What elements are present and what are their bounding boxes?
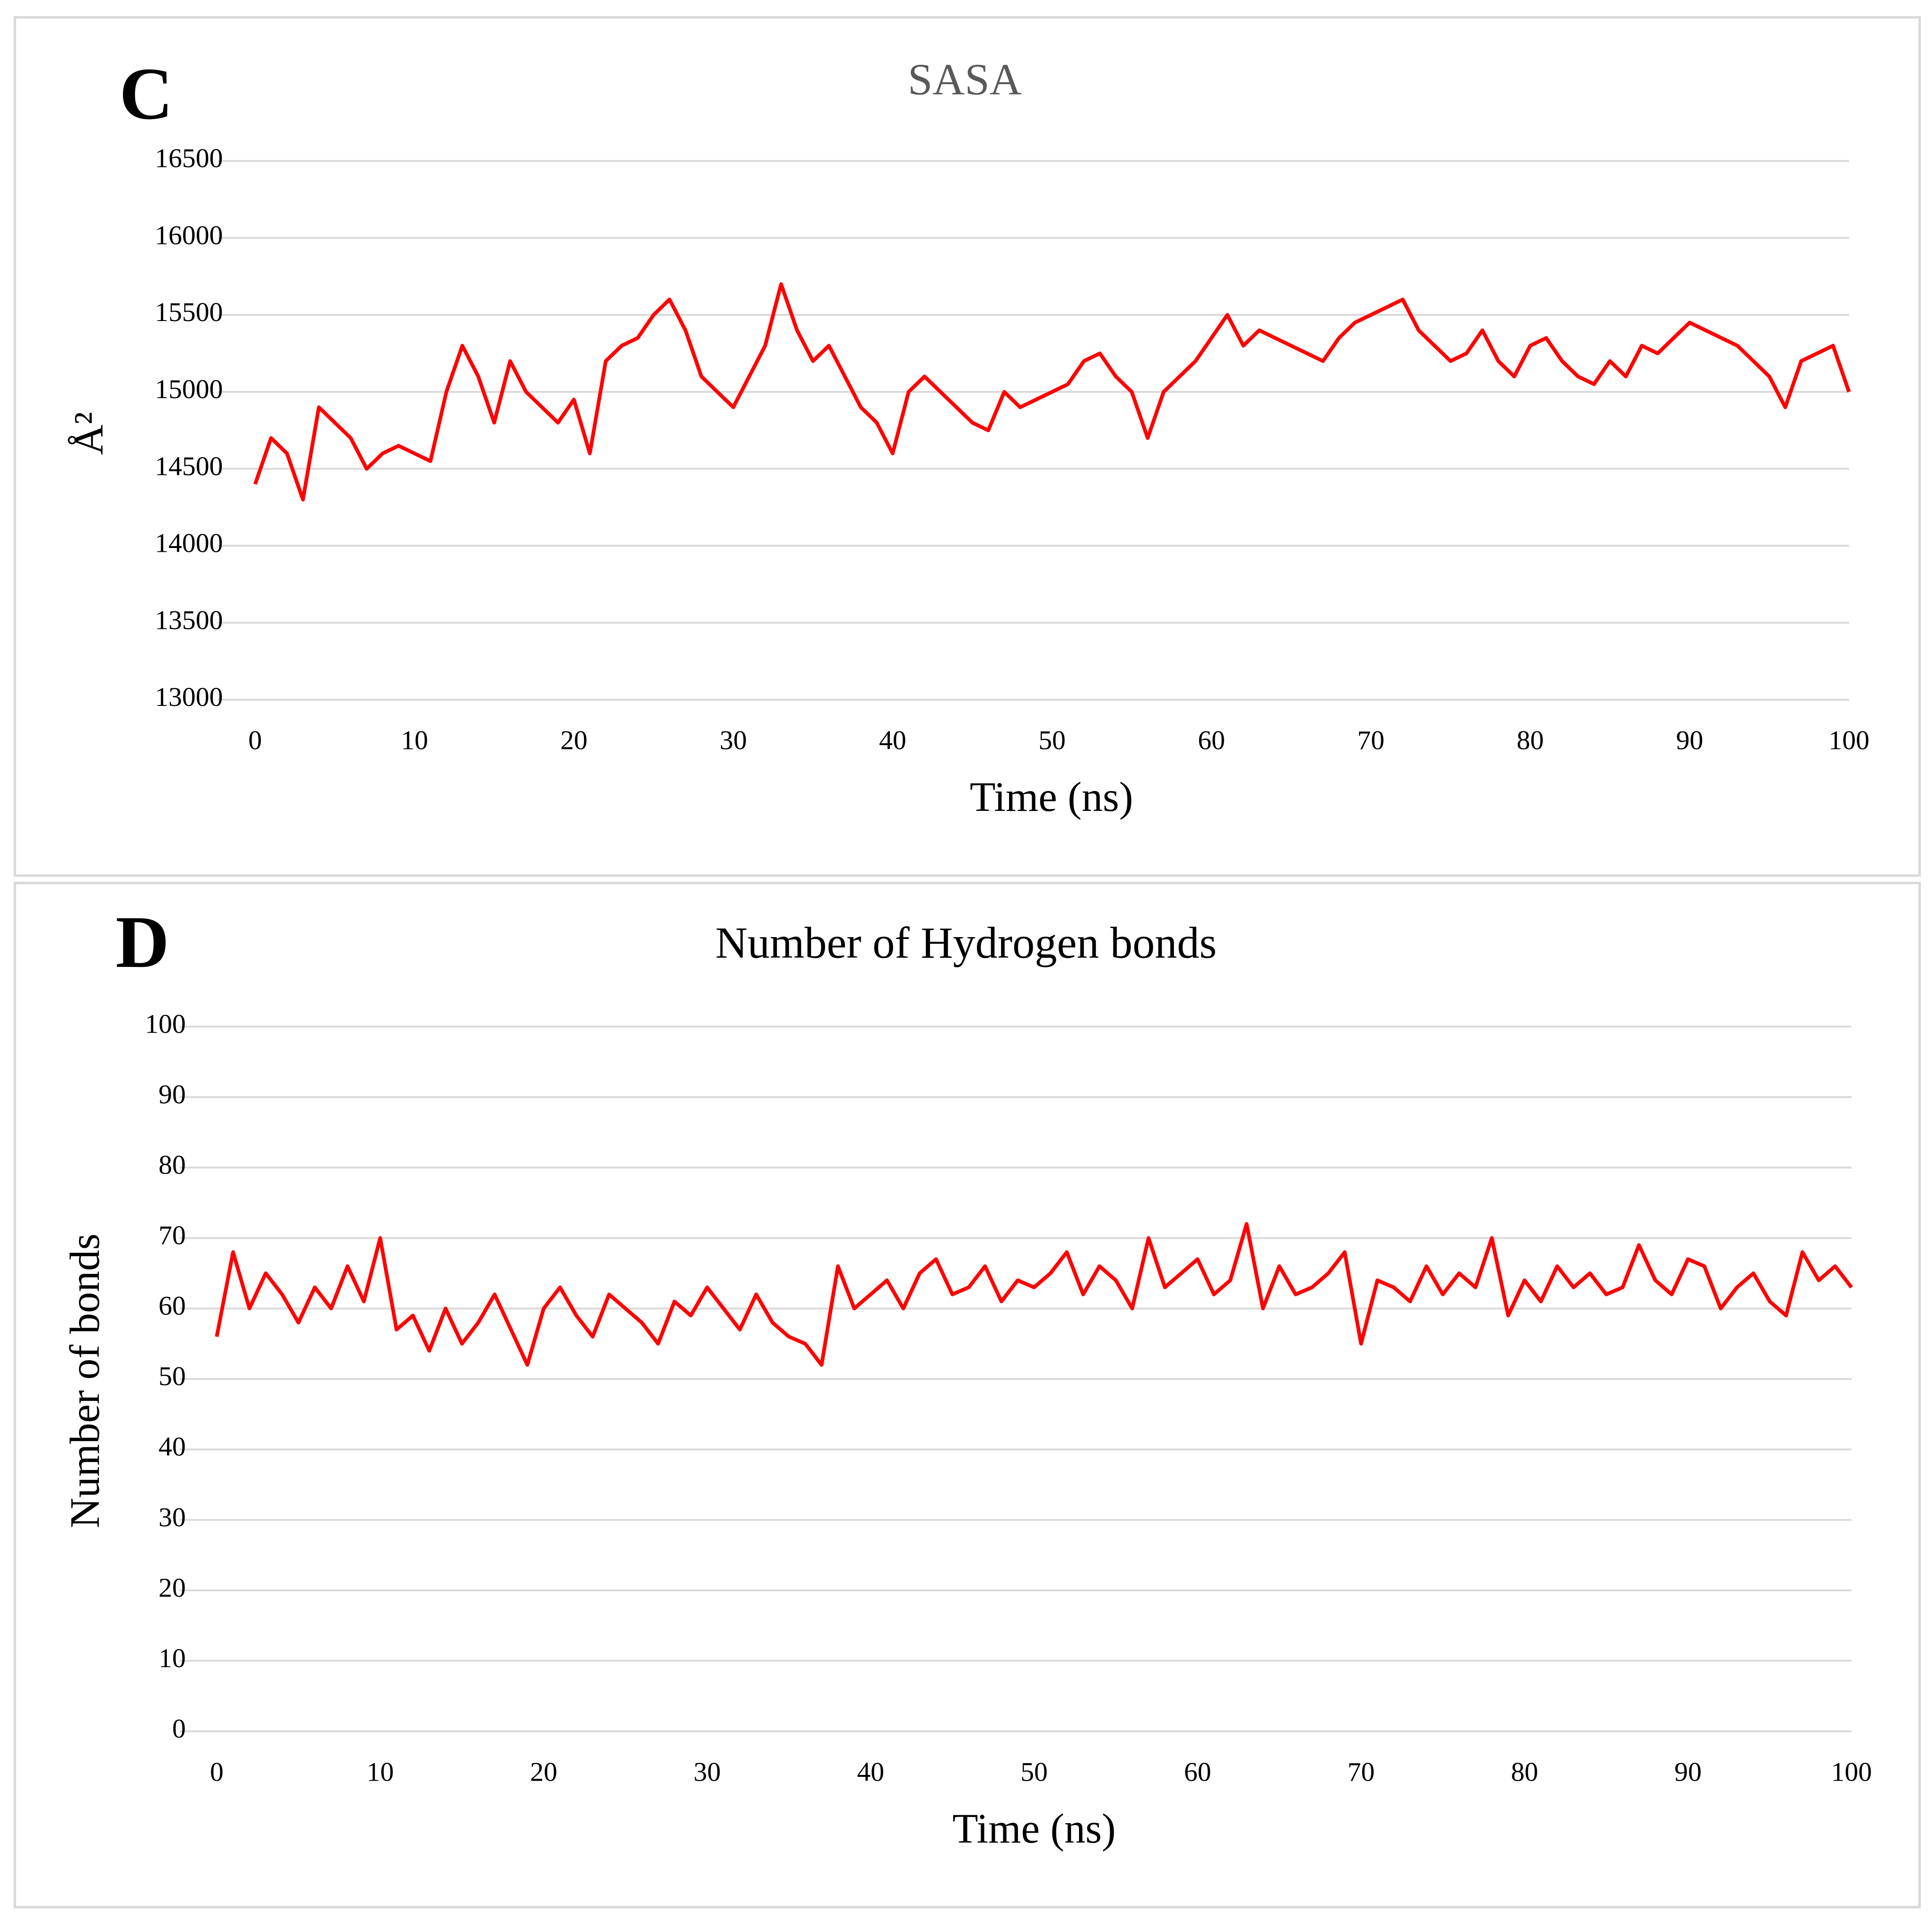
x-tick-label: 20: [530, 1757, 557, 1787]
y-tick-label: 15000: [155, 374, 223, 404]
y-tick-label: 10: [158, 1644, 186, 1673]
x-tick-label: 20: [560, 726, 588, 756]
y-tick-label: 70: [158, 1221, 186, 1251]
x-tick-label: 40: [857, 1757, 885, 1787]
x-tick-label: 10: [401, 726, 428, 756]
y-axis-label: Number of bonds: [62, 1234, 108, 1528]
chart-title: Number of Hydrogen bonds: [715, 918, 1217, 967]
x-tick-label: 100: [1831, 1757, 1872, 1787]
y-tick-label: 15500: [155, 297, 223, 327]
y-tick-label: 80: [158, 1150, 186, 1180]
x-tick-label: 30: [720, 726, 747, 756]
y-axis-label: Å²: [66, 412, 112, 455]
data-line: [253, 282, 1851, 502]
x-tick-label: 90: [1674, 1757, 1702, 1787]
x-tick-label: 30: [694, 1757, 721, 1787]
x-tick-label: 80: [1517, 726, 1544, 756]
y-tick-label: 0: [172, 1714, 186, 1744]
x-tick-label: 100: [1828, 726, 1869, 756]
y-tick-label: 13500: [155, 605, 223, 635]
x-tick-label: 60: [1184, 1757, 1211, 1787]
x-tick-label: 60: [1198, 726, 1225, 756]
data-line: [215, 1222, 1853, 1367]
y-tick-label: 16000: [155, 220, 223, 250]
x-tick-label: 0: [210, 1757, 224, 1787]
y-tick-label: 16500: [155, 144, 223, 174]
panel-letter: D: [115, 901, 169, 983]
x-tick-label: 70: [1348, 1757, 1375, 1787]
y-tick-label: 90: [158, 1080, 186, 1110]
x-axis-label: Time (ns): [952, 1806, 1116, 1852]
x-tick-label: 10: [366, 1757, 394, 1787]
panel: [13, 881, 1921, 1909]
x-tick-label: 0: [248, 726, 262, 756]
y-tick-label: 30: [158, 1503, 186, 1532]
y-tick-label: 14000: [155, 529, 223, 558]
panel-letter: C: [119, 52, 173, 135]
x-axis-label: Time (ns): [970, 774, 1133, 820]
y-tick-label: 40: [158, 1432, 186, 1462]
y-tick-label: 60: [158, 1291, 186, 1321]
chart-title: SASA: [908, 55, 1022, 104]
x-tick-label: 90: [1676, 726, 1704, 756]
x-tick-label: 40: [879, 726, 906, 756]
y-tick-label: 50: [158, 1362, 186, 1391]
y-tick-label: 100: [145, 1009, 185, 1039]
y-tick-label: 20: [158, 1573, 186, 1603]
x-tick-label: 80: [1511, 1757, 1538, 1787]
y-tick-label: 13000: [155, 682, 223, 712]
x-tick-label: 50: [1020, 1757, 1048, 1787]
y-tick-label: 14500: [155, 452, 223, 481]
x-tick-label: 70: [1357, 726, 1384, 756]
x-tick-label: 50: [1038, 726, 1066, 756]
panel: [13, 16, 1921, 877]
